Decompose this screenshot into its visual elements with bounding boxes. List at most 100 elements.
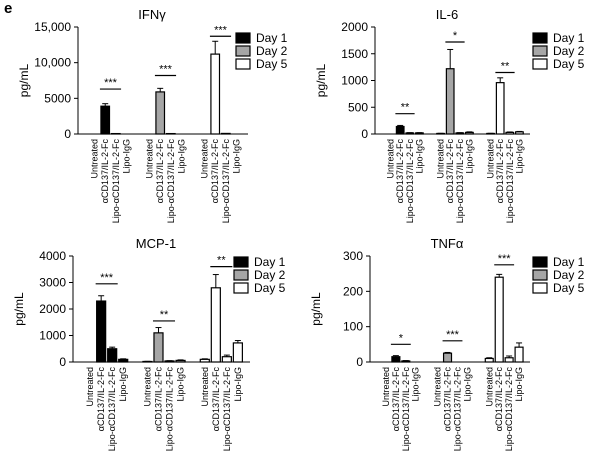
x-tick-label: Untreated — [142, 367, 152, 407]
significance-label: * — [399, 332, 404, 344]
legend-swatch — [532, 282, 548, 294]
y-tick-label: 2000 — [39, 302, 66, 316]
y-tick-label: 300 — [343, 249, 363, 263]
y-tick-label: 500 — [348, 100, 368, 114]
x-tick-label: Lipo-αCD137/IL-2-Fc — [505, 139, 515, 224]
legend-swatch — [233, 256, 249, 268]
legend-swatch — [532, 269, 548, 281]
bar — [504, 357, 514, 363]
x-tick-label: Lipo-IgG — [414, 139, 424, 174]
legend-label: Day 1 — [256, 31, 288, 45]
panel-label: e — [4, 0, 13, 17]
x-tick-label: αCD137/IL-2-Fc — [443, 367, 453, 432]
x-tick-label: Untreated — [85, 367, 95, 407]
bar — [515, 131, 524, 135]
legend-label: Day 2 — [254, 268, 286, 282]
x-tick-label: Untreated — [90, 139, 100, 179]
x-tick-label: Lipo-IgG — [462, 367, 472, 402]
bar — [514, 346, 524, 363]
legend-label: Day 1 — [553, 255, 585, 269]
x-tick-label: Lipo-IgG — [233, 367, 243, 402]
y-axis-label: pg/mL — [17, 64, 31, 98]
bar — [153, 332, 164, 363]
x-tick-label: αCD137/IL-2-Fc — [96, 367, 106, 432]
x-tick-label: Lipo-αCD137/IL-2-Fc — [165, 367, 175, 452]
x-tick-label: Lipo-αCD137/IL-2-Fc — [107, 367, 117, 452]
chart-title: MCP-1 — [136, 236, 176, 251]
x-tick-label: Untreated — [436, 139, 446, 179]
y-tick-label: 0 — [64, 127, 71, 141]
significance-label: ** — [501, 60, 510, 72]
significance-label: ** — [160, 309, 169, 321]
y-tick-label: 1000 — [341, 74, 368, 88]
x-tick-label: αCD137/IL-2-Fc — [395, 139, 405, 204]
legend-label: Day 1 — [553, 31, 585, 45]
legend-swatch — [532, 32, 548, 44]
legend-swatch — [532, 256, 548, 268]
legend-label: Day 5 — [256, 57, 288, 71]
bar — [221, 356, 232, 363]
x-tick-label: Lipo-IgG — [176, 367, 186, 402]
y-tick-label: 0 — [361, 127, 368, 141]
y-tick-label: 15,000 — [34, 20, 71, 34]
x-tick-label: Untreated — [200, 139, 210, 179]
y-tick-label: 200 — [343, 284, 363, 298]
bar — [445, 68, 455, 135]
chart-title: TNFα — [431, 236, 464, 251]
y-tick-label: 4000 — [39, 249, 66, 263]
x-tick-label: αCD137/IL-2-Fc — [445, 139, 455, 204]
legend-swatch — [235, 58, 251, 70]
x-tick-label: αCD137/IL-2-Fc — [391, 367, 401, 432]
legend-swatch — [532, 58, 548, 70]
y-tick-label: 0 — [59, 355, 66, 369]
x-tick-label: Untreated — [145, 139, 155, 179]
significance-label: *** — [159, 64, 173, 76]
x-tick-label: Lipo-αCD137/IL-2-Fc — [405, 139, 415, 224]
x-tick-label: Lipo-IgG — [514, 367, 524, 402]
x-tick-label: αCD137/IL-2-Fc — [155, 139, 165, 204]
bar — [484, 357, 494, 363]
significance-label: ** — [217, 255, 226, 267]
legend-label: Day 5 — [553, 281, 585, 295]
x-tick-label: Lipo-IgG — [231, 139, 241, 174]
y-tick-label: 0 — [356, 355, 363, 369]
legend-label: Day 2 — [256, 44, 288, 58]
y-tick-label: 2000 — [341, 20, 368, 34]
x-tick-label: αCD137/IL-2-Fc — [495, 139, 505, 204]
x-tick-label: Untreated — [433, 367, 443, 407]
x-tick-label: Lipo-IgG — [464, 139, 474, 174]
bar — [118, 358, 129, 363]
bar — [442, 352, 453, 363]
x-tick-label: Lipo-IgG — [514, 139, 524, 174]
bar — [107, 348, 118, 363]
x-tick-label: Lipo-αCD137/IL-2-Fc — [455, 139, 465, 224]
y-tick-label: 1500 — [341, 47, 368, 61]
bar — [175, 359, 186, 363]
significance-label: *** — [498, 253, 512, 265]
x-tick-label: Untreated — [484, 367, 494, 407]
significance-label: ** — [401, 102, 410, 114]
x-tick-label: Lipo-IgG — [121, 139, 131, 174]
legend-swatch — [235, 32, 251, 44]
legend-label: Day 2 — [553, 44, 585, 58]
y-tick-label: 100 — [343, 320, 363, 334]
x-tick-label: Lipo-αCD137/IL-2-Fc — [111, 139, 121, 224]
significance-label: *** — [446, 329, 460, 341]
bar — [96, 300, 107, 363]
legend-label: Day 5 — [553, 57, 585, 71]
legend-swatch — [233, 269, 249, 281]
chart-title: IL-6 — [436, 7, 458, 22]
legend-label: Day 5 — [254, 281, 286, 295]
significance-label: * — [453, 30, 458, 42]
bar — [210, 287, 221, 363]
legend-swatch — [233, 282, 249, 294]
legend-label: Day 1 — [254, 255, 286, 269]
x-tick-label: Lipo-IgG — [411, 367, 421, 402]
significance-label: *** — [104, 77, 118, 89]
x-tick-label: Untreated — [386, 139, 396, 179]
x-tick-label: Lipo-αCD137/IL-2-Fc — [166, 138, 176, 223]
x-tick-label: Lipo-IgG — [118, 367, 128, 402]
